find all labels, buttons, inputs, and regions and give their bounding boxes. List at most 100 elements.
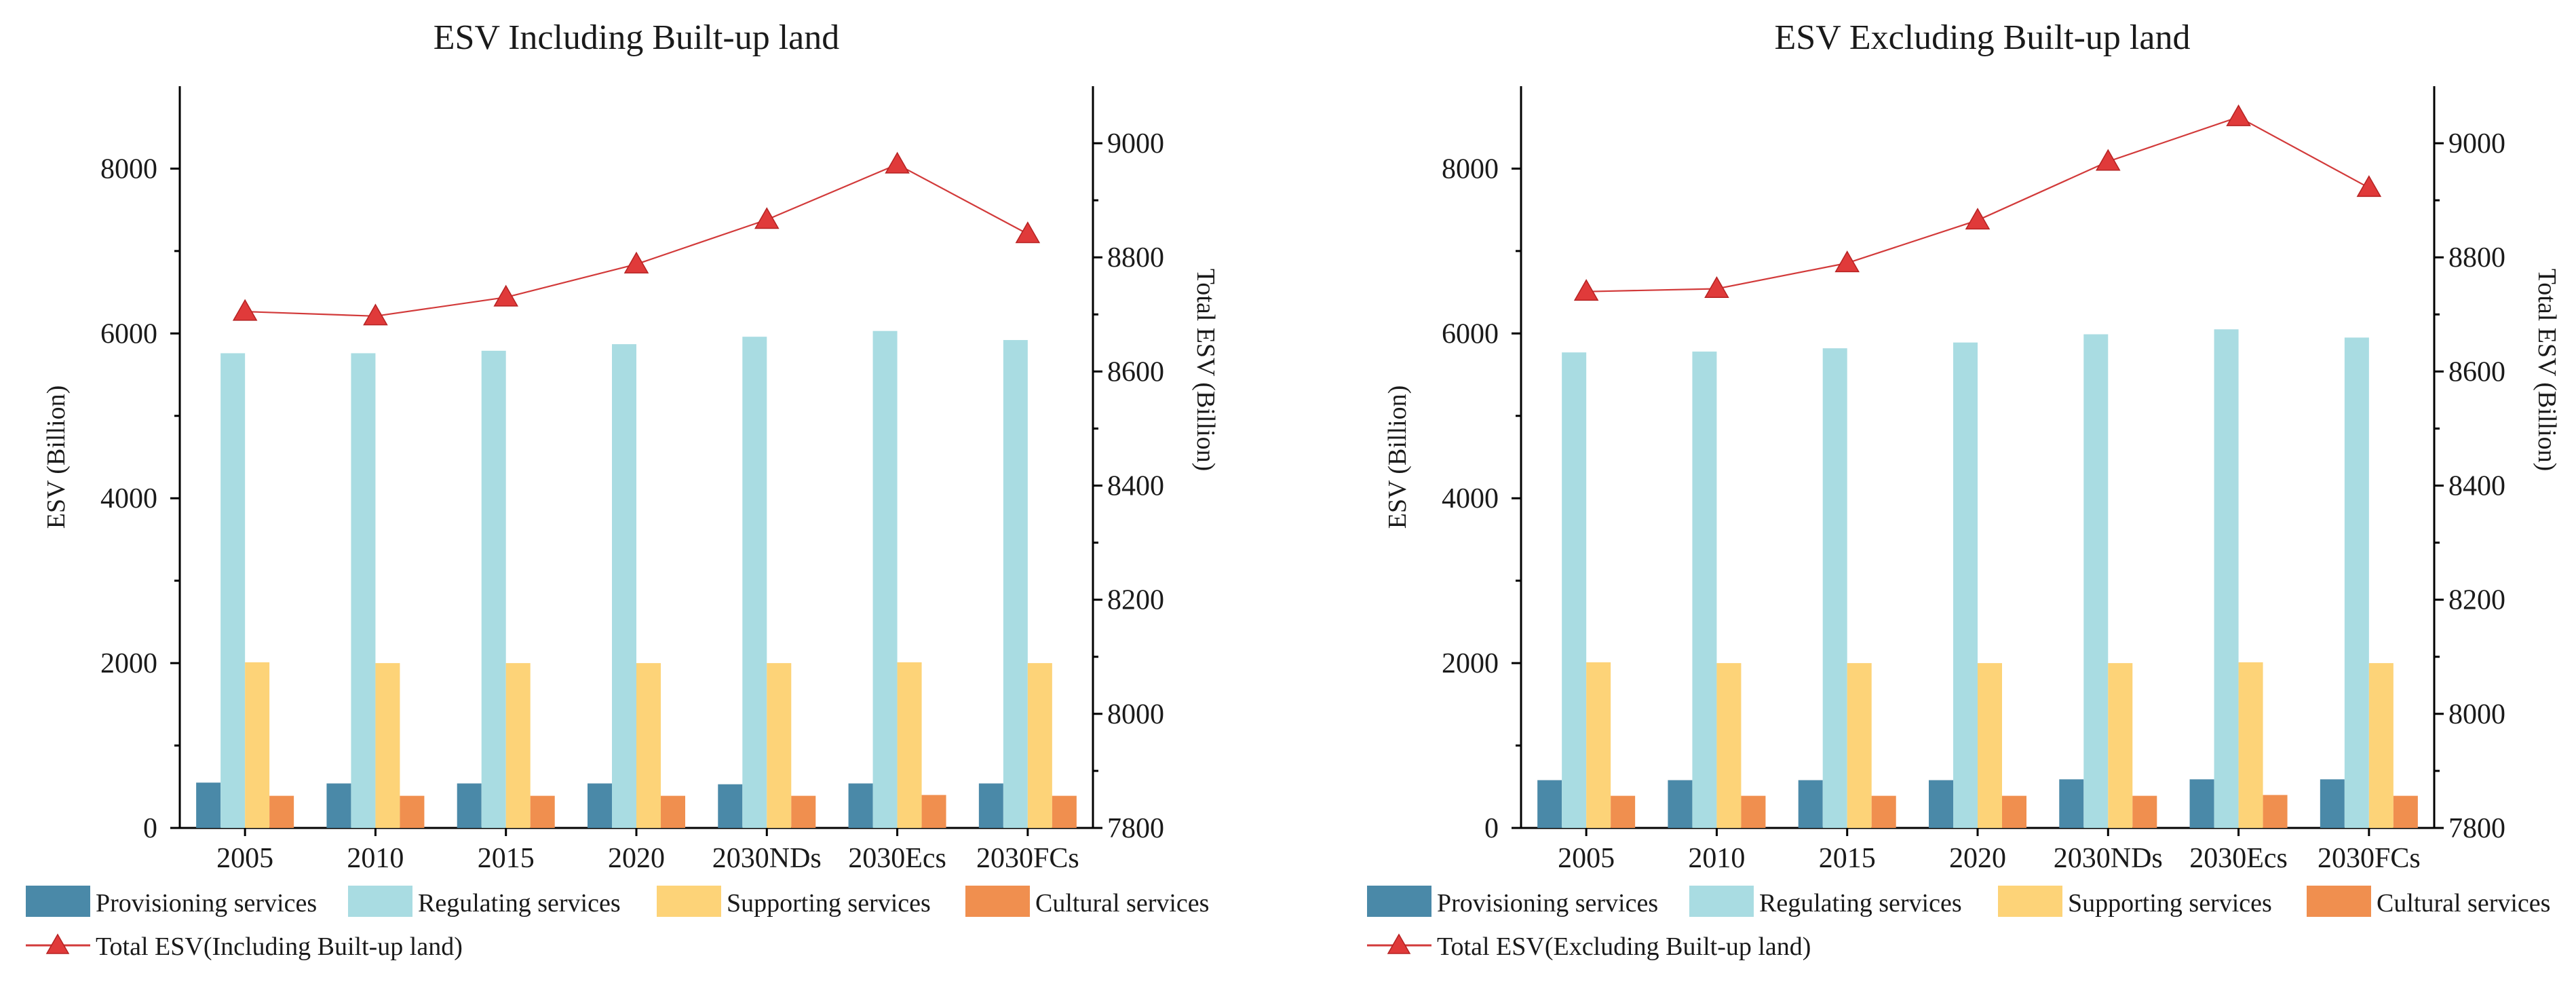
legend-swatch-supporting <box>657 886 721 917</box>
y2-tick-label: 8000 <box>1107 699 1164 730</box>
legend-marker-total <box>1387 933 1411 954</box>
bar-supporting-2015 <box>1847 663 1872 828</box>
total-esv-marker-2015 <box>493 284 519 307</box>
y2-tick-label: 8600 <box>2448 356 2505 388</box>
bar-provisioning-2030Ecs <box>2189 779 2214 828</box>
x-tick-label: 2015 <box>1819 843 1876 874</box>
legend-label-cultural: Cultural services <box>1035 889 1209 918</box>
legend-label-regulating: Regulating services <box>418 889 621 918</box>
bar-supporting-2030NDs <box>2108 663 2133 828</box>
total-esv-marker-2010 <box>1704 276 1729 298</box>
legend-label-cultural: Cultural services <box>2377 889 2550 918</box>
bar-cultural-2030NDs <box>791 795 816 828</box>
y-tick-label: 2000 <box>100 648 157 679</box>
y2-axis-label: Total ESV (Billion) <box>1191 269 1220 472</box>
bar-cultural-2030NDs <box>2132 795 2157 828</box>
bar-provisioning-2030FCs <box>978 783 1003 828</box>
legend-label-supporting: Supporting services <box>2068 889 2272 918</box>
total-esv-marker-2030NDs <box>754 207 780 229</box>
y-tick-label: 4000 <box>1442 483 1499 514</box>
y2-tick-label: 9000 <box>1107 128 1164 159</box>
bar-supporting-2030FCs <box>2368 663 2394 828</box>
y2-tick-label: 8600 <box>1107 356 1164 388</box>
x-tick-label: 2030FCs <box>976 843 1079 874</box>
bar-supporting-2030Ecs <box>897 662 922 828</box>
total-esv-marker-2020 <box>1965 208 1991 230</box>
legend-swatch-provisioning <box>26 886 90 917</box>
bar-regulating-2010 <box>351 353 376 828</box>
y2-tick-label: 8800 <box>1107 242 1164 273</box>
legend-swatch-cultural <box>965 886 1030 917</box>
y-axis-label: ESV (Billion) <box>42 385 71 529</box>
y2-tick-label: 7800 <box>1107 813 1164 844</box>
bar-supporting-2005 <box>1586 662 1611 828</box>
y-tick-label: 6000 <box>1442 318 1499 350</box>
x-tick-label: 2010 <box>1688 843 1745 874</box>
bar-regulating-2030FCs <box>2344 337 2369 829</box>
x-tick-label: 2030NDs <box>2054 843 2163 874</box>
bar-supporting-2010 <box>375 663 400 828</box>
x-tick-label: 2020 <box>1949 843 2006 874</box>
legend-swatch-regulating <box>1689 886 1754 917</box>
legend: Provisioning services Regulating services… <box>26 886 1209 961</box>
y2-tick-label: 8200 <box>1107 585 1164 616</box>
legend-swatch-supporting <box>1998 886 2062 917</box>
total-esv-marker-2030FCs <box>1015 221 1041 244</box>
bar-supporting-2030FCs <box>1027 663 1052 828</box>
bar-provisioning-2030FCs <box>2320 779 2345 828</box>
legend-label-regulating: Regulating services <box>1759 889 1962 918</box>
bar-supporting-2005 <box>245 662 270 828</box>
bar-provisioning-2010 <box>1668 780 1693 828</box>
total-esv-marker-2005 <box>232 299 258 321</box>
y-tick-label: 0 <box>143 813 157 844</box>
y-tick-label: 2000 <box>1442 648 1499 679</box>
x-tick-label: 2010 <box>347 843 404 874</box>
bar-cultural-2015 <box>1871 795 1896 828</box>
y2-tick-label: 8000 <box>2448 699 2505 730</box>
x-tick-label: 2020 <box>608 843 665 874</box>
bar-provisioning-2030NDs <box>2059 779 2084 828</box>
y2-tick-label: 8400 <box>2448 471 2505 502</box>
bar-cultural-2005 <box>269 795 294 828</box>
y2-axis-label: Total ESV (Billion) <box>2533 269 2561 472</box>
bar-provisioning-2005 <box>1537 780 1562 828</box>
bar-provisioning-2010 <box>326 783 351 828</box>
bar-cultural-2015 <box>530 795 555 828</box>
bar-regulating-2030NDs <box>742 337 767 828</box>
chart-title: ESV Including Built-up land <box>434 18 839 57</box>
y-tick-label: 4000 <box>100 483 157 514</box>
bar-supporting-2020 <box>1978 663 2002 828</box>
legend-swatch-cultural <box>2307 886 2371 917</box>
y-tick-label: 6000 <box>100 318 157 350</box>
bar-supporting-2030NDs <box>767 663 792 828</box>
total-esv-marker-2005 <box>1573 279 1599 301</box>
bar-cultural-2005 <box>1611 795 1636 828</box>
bar-provisioning-2015 <box>457 783 482 828</box>
y2-tick-label: 8800 <box>2448 242 2505 273</box>
y-tick-label: 0 <box>1484 813 1499 844</box>
bar-provisioning-2020 <box>588 783 612 828</box>
y2-tick-label: 8200 <box>2448 585 2505 616</box>
legend-label-total: Total ESV(Excluding Built-up land) <box>1437 932 1811 961</box>
x-tick-label: 2005 <box>1558 843 1615 874</box>
legend: Provisioning services Regulating services… <box>1367 886 2550 961</box>
legend-marker-total <box>45 933 70 954</box>
bar-regulating-2030NDs <box>2083 334 2109 828</box>
bar-cultural-2020 <box>661 795 685 828</box>
bar-regulating-2010 <box>1692 352 1717 828</box>
y2-tick-label: 9000 <box>2448 128 2505 159</box>
y2-tick-label: 7800 <box>2448 813 2505 844</box>
bar-regulating-2030Ecs <box>872 331 898 828</box>
y2-tick-label: 8400 <box>1107 471 1164 502</box>
legend-label-provisioning: Provisioning services <box>1437 889 1658 918</box>
legend-label-supporting: Supporting services <box>727 889 931 918</box>
total-esv-marker-2030NDs <box>2095 149 2121 171</box>
bar-regulating-2030Ecs <box>2214 329 2239 828</box>
total-esv-line <box>245 163 1029 317</box>
bar-regulating-2020 <box>612 344 636 829</box>
total-esv-marker-2010 <box>363 303 388 326</box>
bar-provisioning-2015 <box>1798 780 1823 828</box>
bar-regulating-2030FCs <box>1003 340 1028 828</box>
